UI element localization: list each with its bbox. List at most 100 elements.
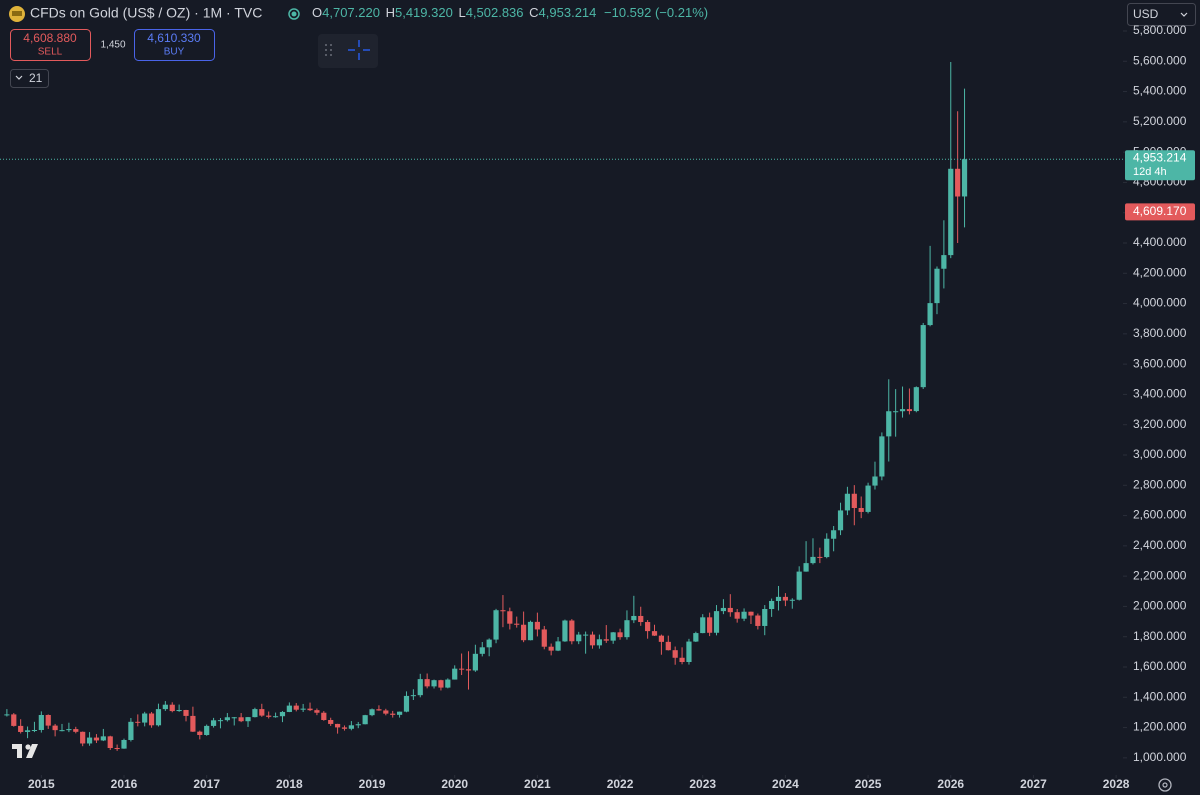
- candle-body: [31, 729, 38, 731]
- candle-body: [906, 409, 913, 412]
- candle-body: [93, 737, 100, 741]
- candle-body: [727, 607, 733, 613]
- candle-body: [11, 714, 17, 726]
- candle-body: [80, 731, 86, 744]
- tv-logo: [12, 744, 38, 758]
- market-status-dot: [291, 11, 297, 17]
- y-tick-label: 2,000.000: [1133, 599, 1187, 613]
- candle-body: [486, 639, 492, 648]
- y-tick-label: 2,800.000: [1133, 477, 1187, 491]
- candle-body: [775, 596, 782, 601]
- candle-body: [955, 168, 961, 197]
- candle-body: [369, 709, 375, 716]
- plot: [0, 62, 1123, 751]
- candle-body: [328, 719, 334, 724]
- candle-body: [693, 633, 699, 642]
- candle-body: [769, 600, 775, 609]
- countdown-label: 12d 4h: [1133, 166, 1167, 178]
- y-tick-label: 5,200.000: [1133, 114, 1187, 128]
- candle-body: [190, 715, 196, 732]
- candle-body: [348, 725, 354, 729]
- market-status[interactable]: [288, 8, 300, 20]
- candle-body: [107, 736, 113, 749]
- candle-body: [293, 705, 299, 710]
- candle-body: [169, 704, 175, 712]
- candle-body: [679, 657, 685, 663]
- last-price-tag: [1125, 150, 1195, 181]
- candle-body: [210, 720, 217, 726]
- x-tick-label: 2021: [524, 777, 551, 791]
- candle-body: [858, 507, 864, 512]
- candle-body: [452, 668, 458, 680]
- candle-body: [583, 634, 589, 636]
- candle-body: [300, 708, 306, 710]
- candle-body: [631, 615, 637, 621]
- candle-body: [500, 610, 506, 612]
- y-tick-label: 2,600.000: [1133, 508, 1187, 522]
- candle-body: [803, 563, 809, 572]
- candle-body: [24, 730, 31, 732]
- candle-body: [961, 159, 968, 197]
- y-tick-label: 1,200.000: [1133, 720, 1187, 734]
- sell-price: 4,608.880: [23, 31, 77, 45]
- open-value: 4,707.220: [322, 5, 380, 20]
- candle-body: [541, 629, 547, 647]
- y-tick-label: 3,000.000: [1133, 447, 1187, 461]
- x-tick-label: 2027: [1020, 777, 1047, 791]
- low-value: 4,502.836: [466, 5, 524, 20]
- symbol-icon-bar: [12, 11, 22, 16]
- candle-body: [390, 713, 396, 715]
- last-price-label: 4,953.214: [1133, 150, 1187, 164]
- drag-handle: [325, 44, 332, 56]
- candle-body: [224, 717, 230, 721]
- x-tick-label: 2024: [772, 777, 799, 791]
- y-tick-label: 5,400.000: [1133, 84, 1187, 98]
- x-tick-label: 2022: [607, 777, 634, 791]
- candle-body: [424, 679, 430, 687]
- candle-body: [128, 721, 134, 740]
- c-label: C: [529, 5, 538, 20]
- candle-body: [514, 623, 520, 625]
- candle-body: [148, 713, 155, 726]
- buy-button[interactable]: [134, 29, 215, 61]
- currency-select[interactable]: [1127, 3, 1196, 26]
- candle-body: [686, 641, 692, 663]
- candle-body: [755, 615, 761, 626]
- candle-body: [38, 715, 44, 730]
- y-tick-label: 3,200.000: [1133, 417, 1187, 431]
- ohlc-legend: O4,707.220 H5,419.320 L4,502.836 C4,953.…: [312, 5, 708, 20]
- chevron: [15, 75, 23, 80]
- candle-body: [73, 729, 79, 732]
- settings-icon-center: [1162, 782, 1168, 788]
- candle-body: [355, 724, 361, 726]
- candle-body: [86, 737, 93, 744]
- indicators-count: 21: [29, 71, 43, 85]
- y-tick-label: 4,200.000: [1133, 265, 1187, 279]
- crosshair-tool[interactable]: [348, 40, 370, 60]
- x-tick-label: 2025: [855, 777, 882, 791]
- candle-body: [52, 725, 58, 731]
- symbol-title[interactable]: CFDs on Gold (US$ / OZ) · 1M · TVC: [30, 5, 262, 21]
- candle-body: [252, 709, 258, 718]
- candle-body: [321, 712, 327, 720]
- x-tick-label: 2019: [359, 777, 386, 791]
- candle-body: [576, 634, 582, 642]
- floating-toolbar[interactable]: [318, 34, 378, 68]
- candle-body: [927, 303, 933, 326]
- y-tick-label: 5,800.000: [1133, 23, 1187, 37]
- y-tick-label: 1,400.000: [1133, 689, 1187, 703]
- candle-body: [596, 639, 602, 646]
- indicators-toggle[interactable]: [10, 69, 49, 88]
- x-tick-label: 2017: [193, 777, 220, 791]
- candle-body: [624, 620, 630, 638]
- candle-body: [135, 721, 141, 723]
- candle-body: [259, 709, 265, 716]
- candle-body: [589, 634, 596, 646]
- sell-button[interactable]: [10, 29, 91, 61]
- spread: 1,450: [100, 40, 125, 51]
- candle-body: [245, 717, 251, 722]
- candle-body: [459, 668, 465, 670]
- settings-icon[interactable]: [1158, 778, 1172, 792]
